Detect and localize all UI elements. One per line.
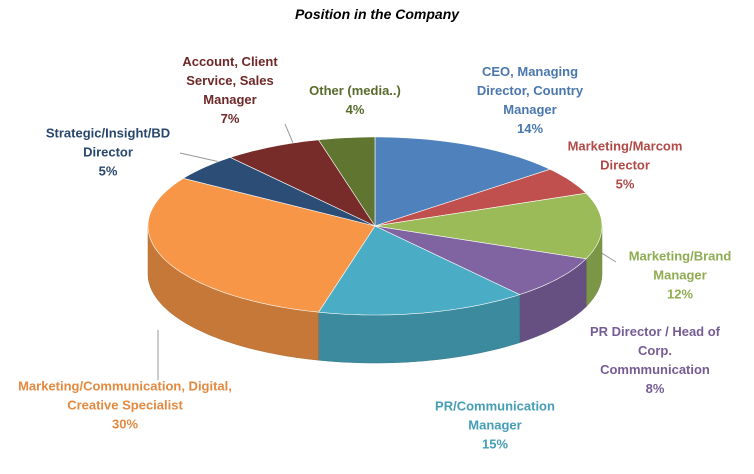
category-label: Account, Client Service, Sales Manager	[182, 54, 278, 107]
leader-line	[284, 123, 294, 144]
slice-tops	[147, 136, 603, 316]
data-label: CEO, Managing Director, Country Manager 1…	[460, 62, 600, 138]
chart-title: Position in the Company	[294, 6, 460, 22]
data-label: PR/Communication Manager 15%	[410, 397, 580, 454]
slice	[374, 225, 587, 295]
category-label: Marketing/Communication, Digital, Creati…	[18, 378, 232, 413]
slice	[229, 139, 376, 227]
data-label: Marketing/Brand Manager 12%	[615, 247, 745, 304]
value-label: 5%	[98, 163, 118, 179]
data-label: Marketing/Communication, Digital, Creati…	[15, 377, 235, 434]
slice	[147, 177, 376, 313]
slice	[317, 225, 521, 316]
category-label: Strategic/Insight/BD Director	[45, 125, 171, 160]
category-label: Marketing/Brand Manager	[628, 248, 732, 283]
slice	[374, 168, 587, 227]
slice	[317, 136, 376, 228]
slice	[182, 157, 376, 227]
value-label: 4%	[345, 102, 365, 117]
category-label: CEO, Managing Director, Country Manager	[476, 64, 584, 117]
data-label: Marketing/Marcom Director 5%	[560, 137, 690, 194]
category-label: Marketing/Marcom Director	[567, 138, 683, 173]
category-label: PR Director / Head of Corp. Commmunicati…	[589, 324, 721, 377]
value-label: 7%	[220, 111, 240, 126]
category-label: Other (media..)	[309, 83, 401, 98]
leader-line	[599, 251, 617, 263]
category-label: PR/Communication Manager	[435, 398, 555, 433]
slice	[374, 136, 551, 227]
data-label: Account, Client Service, Sales Manager 7%	[165, 52, 295, 128]
value-label: 15%	[481, 436, 509, 452]
value-label: 14%	[516, 121, 544, 136]
value-label: 30%	[111, 416, 139, 432]
data-label: Strategic/Insight/BD Director 5%	[28, 124, 188, 181]
value-label: 8%	[645, 381, 665, 396]
data-label: PR Director / Head of Corp. Commmunicati…	[585, 322, 725, 398]
value-label: 5%	[615, 176, 635, 192]
value-label: 12%	[666, 286, 694, 302]
slice	[374, 192, 603, 260]
data-label: Other (media..) 4%	[295, 81, 415, 119]
